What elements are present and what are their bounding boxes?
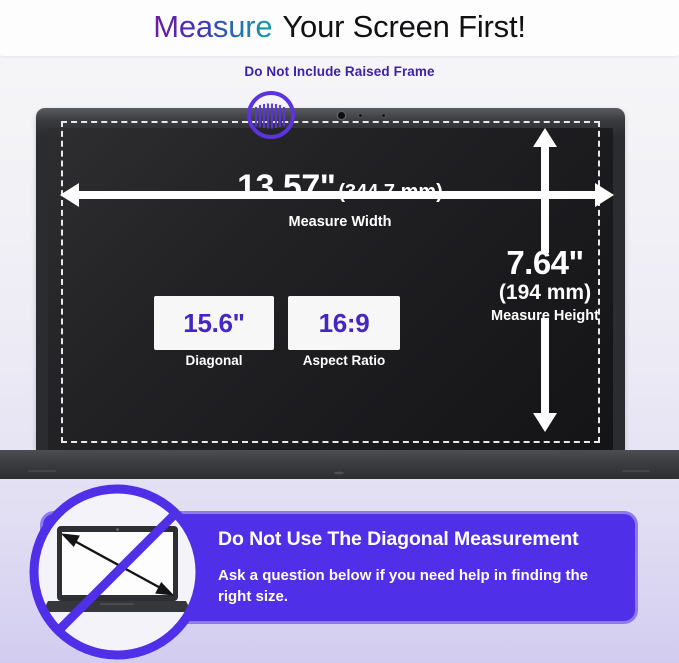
no-diagonal-icon — [28, 483, 206, 661]
height-measurement: 7.64" (194 mm) Measure Height — [455, 246, 635, 327]
warning-banner-heading: Do Not Use The Diagonal Measurement — [218, 528, 579, 550]
raised-frame-note: Do Not Include Raised Frame — [244, 64, 435, 79]
spec-caption-diagonal: Diagonal — [185, 353, 243, 368]
width-mm: (344.7 mm) — [338, 181, 443, 203]
spec-box-diagonal: 15.6" — [154, 296, 274, 350]
width-inches: 13.57" — [237, 168, 336, 206]
page-title-accent: Measure — [153, 9, 273, 44]
double-arrow-vertical-icon — [528, 128, 562, 432]
width-measurement: 13.57" (344.7 mm) — [190, 168, 490, 207]
width-label: Measure Width — [288, 214, 392, 230]
double-arrow-horizontal-icon — [60, 178, 614, 212]
spec-value-diagonal: 15.6" — [183, 307, 245, 338]
page-title: Measure Your Screen First! — [153, 0, 526, 45]
height-mm: (194 mm) — [498, 281, 592, 304]
height-label: Measure Height — [491, 308, 599, 325]
spec-value-aspect-ratio: 16:9 — [318, 307, 370, 338]
page-title-rest: Your Screen First! — [282, 9, 526, 44]
laptop-lid — [36, 108, 625, 450]
spec-box-aspect-ratio: 16:9 — [288, 296, 400, 350]
bezel-sensor-dot-icon — [359, 114, 362, 117]
height-inches: 7.64" — [506, 244, 584, 281]
header-card: Measure Your Screen First! — [0, 0, 679, 56]
bezel-sensor-dot-icon — [382, 114, 385, 117]
laptop-screen — [48, 128, 613, 450]
laptop-base — [0, 450, 679, 482]
warning-banner-body: Ask a question below if you need help in… — [218, 567, 589, 606]
spec-caption-aspect-ratio: Aspect Ratio — [302, 353, 386, 368]
raised-frame-callout-icon — [246, 90, 296, 140]
webcam-icon — [338, 112, 345, 119]
